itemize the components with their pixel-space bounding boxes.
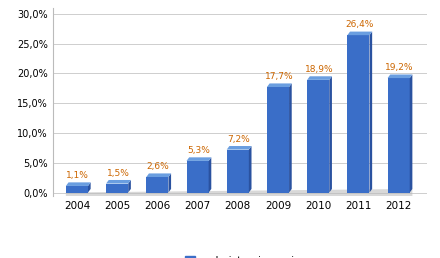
FancyBboxPatch shape xyxy=(106,183,128,192)
Text: 17,7%: 17,7% xyxy=(264,72,293,81)
FancyBboxPatch shape xyxy=(227,150,249,192)
FancyBboxPatch shape xyxy=(307,80,329,192)
Text: 18,9%: 18,9% xyxy=(305,65,334,74)
Text: 5,3%: 5,3% xyxy=(187,146,210,155)
Legend: valmistumisvuosi: valmistumisvuosi xyxy=(181,252,299,258)
Text: 2,6%: 2,6% xyxy=(147,162,169,171)
FancyBboxPatch shape xyxy=(187,161,209,192)
FancyBboxPatch shape xyxy=(388,78,410,192)
Polygon shape xyxy=(249,146,252,192)
Polygon shape xyxy=(209,157,211,192)
FancyBboxPatch shape xyxy=(267,87,289,192)
Polygon shape xyxy=(88,182,91,192)
Text: 1,1%: 1,1% xyxy=(66,171,89,180)
Polygon shape xyxy=(347,31,372,35)
Polygon shape xyxy=(307,76,332,80)
Polygon shape xyxy=(370,31,372,192)
Text: 19,2%: 19,2% xyxy=(385,63,414,72)
Text: 1,5%: 1,5% xyxy=(106,169,129,178)
Polygon shape xyxy=(410,75,412,192)
Polygon shape xyxy=(329,76,332,192)
Polygon shape xyxy=(169,173,171,192)
Polygon shape xyxy=(106,180,131,183)
FancyBboxPatch shape xyxy=(66,186,88,192)
Polygon shape xyxy=(146,173,171,177)
Text: 7,2%: 7,2% xyxy=(227,135,250,144)
FancyBboxPatch shape xyxy=(347,35,370,192)
Polygon shape xyxy=(66,189,412,196)
Polygon shape xyxy=(227,146,252,150)
Polygon shape xyxy=(388,75,412,78)
Polygon shape xyxy=(66,182,91,186)
Polygon shape xyxy=(187,157,211,161)
Text: 26,4%: 26,4% xyxy=(345,20,374,29)
Polygon shape xyxy=(267,83,292,87)
Polygon shape xyxy=(128,180,131,192)
Polygon shape xyxy=(289,83,292,192)
FancyBboxPatch shape xyxy=(146,177,169,192)
